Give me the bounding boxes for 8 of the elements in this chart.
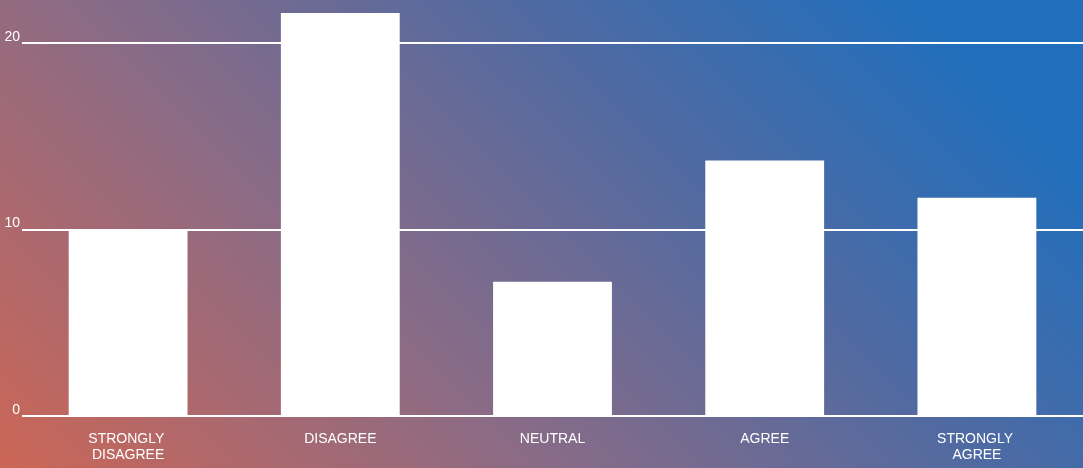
x-tick-label: DISAGREE [304,430,377,446]
x-tick-label: STRONGLY AGREE [937,430,1017,462]
y-tick-label: 10 [4,214,21,231]
y-tick-label: 0 [12,401,21,417]
y-tick-label: 20 [4,27,21,44]
x-tick-label: STRONGLY DISAGREE [88,430,168,462]
x-tick-label: AGREE [740,430,790,446]
x-tick-label: NEUTRAL [519,430,586,446]
